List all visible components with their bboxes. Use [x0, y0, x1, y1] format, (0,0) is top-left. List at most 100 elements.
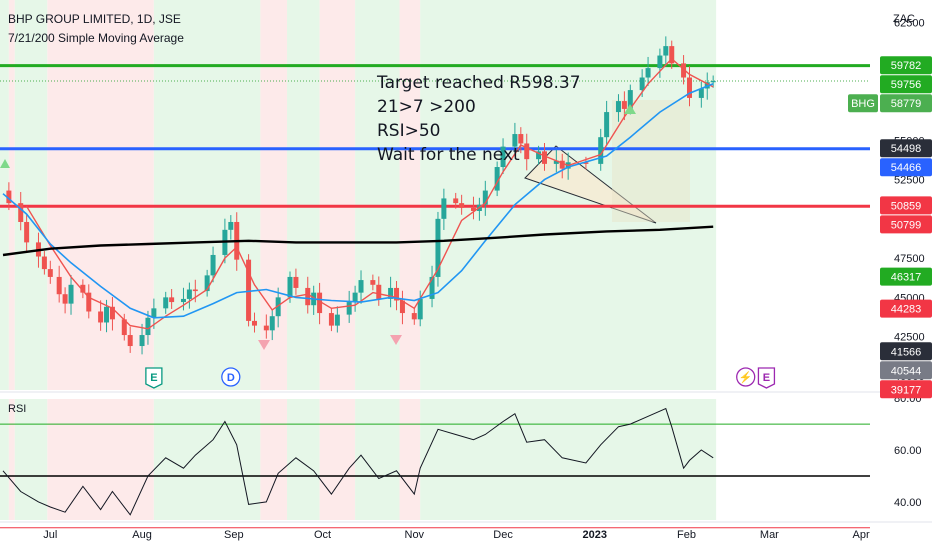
candle-body: [583, 162, 589, 164]
candle-body: [621, 101, 627, 109]
candle-body: [328, 313, 334, 326]
sma-200-line: [2, 225, 714, 257]
candle-body: [376, 284, 382, 299]
buy-signal-marker: [624, 104, 636, 114]
price-tag: 59782: [880, 56, 932, 75]
candle-body: [317, 292, 323, 314]
event-marker[interactable]: ⚡: [736, 367, 756, 387]
candle-body: [441, 198, 447, 219]
candle-body: [98, 311, 104, 323]
rsi-band: [8, 399, 15, 520]
price-tag-value: 54466: [891, 162, 922, 174]
candle-body: [192, 289, 198, 292]
candle-body: [710, 80, 716, 83]
price-tag-value: 58779: [891, 98, 922, 110]
symbol-title: BHP GROUP LIMITED, 1D, JSE: [8, 12, 181, 26]
candle-body: [246, 259, 252, 321]
candle-body: [435, 218, 441, 277]
candle-body: [394, 287, 400, 301]
candle-body: [18, 203, 24, 222]
signal-markers: [0, 104, 636, 350]
candle-body: [512, 134, 518, 147]
price-tag-value: 40544: [891, 365, 922, 377]
candle-body: [204, 275, 210, 292]
trend-band: [399, 0, 421, 390]
event-marker-label: E: [763, 372, 770, 384]
annotation-line: 21>7 >200: [377, 97, 476, 117]
candle-body: [657, 55, 663, 69]
candle-body: [346, 302, 352, 315]
candle-body: [453, 198, 459, 204]
indicator-title: 7/21/200 Simple Moving Average: [8, 31, 184, 45]
candle-body: [228, 221, 234, 230]
candle-body: [186, 289, 192, 299]
price-tag-value: 41566: [891, 346, 922, 358]
candle-body: [399, 300, 405, 314]
rsi-tick-label: 40.00: [894, 497, 922, 509]
x-tick-label: Dec: [493, 529, 513, 541]
price-tag: 59756: [880, 75, 932, 94]
price-tag-value: 54498: [891, 143, 922, 155]
x-tick-label: Feb: [677, 529, 696, 541]
rsi-band: [0, 399, 9, 520]
candle-body: [104, 306, 110, 323]
price-tag-value: 59756: [891, 79, 922, 91]
rsi-tick-label: 60.00: [894, 445, 922, 457]
buy-signal-marker: [0, 159, 10, 168]
event-marker[interactable]: E: [757, 367, 776, 389]
candle-body: [121, 319, 127, 336]
sell-signal-marker: [390, 335, 402, 345]
candle-body: [388, 287, 394, 299]
event-marker-label: D: [227, 372, 235, 384]
annotation-text: Target reached R598.37 21>7 >200 RSI>50 …: [376, 73, 581, 165]
y-tick-label: 52500: [894, 175, 925, 187]
rsi-band: [355, 399, 400, 520]
candle-body: [536, 151, 542, 160]
candle-body: [553, 160, 559, 164]
rsi-band: [287, 399, 320, 520]
event-marker-label: E: [150, 372, 157, 384]
price-tag: 54466: [880, 158, 932, 177]
candle-body: [287, 276, 293, 298]
trend-band: [260, 0, 288, 390]
candle-body: [169, 297, 175, 303]
annotation-line: Target reached R598.37: [376, 73, 581, 93]
candle-body: [358, 280, 364, 293]
triangle-pattern: [524, 145, 657, 224]
rsi-background-bands: [0, 399, 717, 520]
candle-body: [334, 314, 340, 326]
candle-body: [263, 325, 269, 331]
annotation-line: Wait for the next: [377, 145, 520, 165]
price-tag: 39177: [880, 380, 932, 399]
event-marker[interactable]: D: [221, 367, 241, 387]
candle-body: [645, 68, 651, 78]
price-tag: 44283: [880, 299, 932, 318]
candle-body: [541, 151, 547, 164]
horizontal-levels: [0, 64, 870, 208]
rsi-band: [47, 399, 154, 520]
candle-body: [47, 269, 53, 277]
price-tag: 54498: [880, 139, 932, 158]
candle-body: [559, 160, 565, 169]
rsi-band: [260, 399, 288, 520]
x-axis: Jul Aug Sep Oct Nov Dec 2023 Feb Mar Apr: [0, 521, 932, 541]
candle-body: [429, 276, 435, 299]
candle-body: [518, 134, 524, 144]
trend-band: [355, 0, 400, 390]
trend-band: [8, 0, 15, 390]
candle-body: [163, 297, 169, 309]
x-tick-label: 2023: [583, 529, 607, 541]
event-markers[interactable]: E D ⚡ E: [145, 367, 776, 389]
x-tick-label: Jul: [43, 529, 57, 541]
candle-body: [293, 276, 299, 288]
trend-band: [14, 0, 48, 390]
event-marker[interactable]: E: [145, 367, 163, 389]
candle-body: [41, 256, 47, 270]
rsi-band: [14, 399, 48, 520]
sma-21-line: [2, 83, 714, 319]
candle-body: [127, 335, 133, 347]
x-tick-label: Oct: [314, 529, 331, 541]
candle-body: [669, 46, 675, 64]
